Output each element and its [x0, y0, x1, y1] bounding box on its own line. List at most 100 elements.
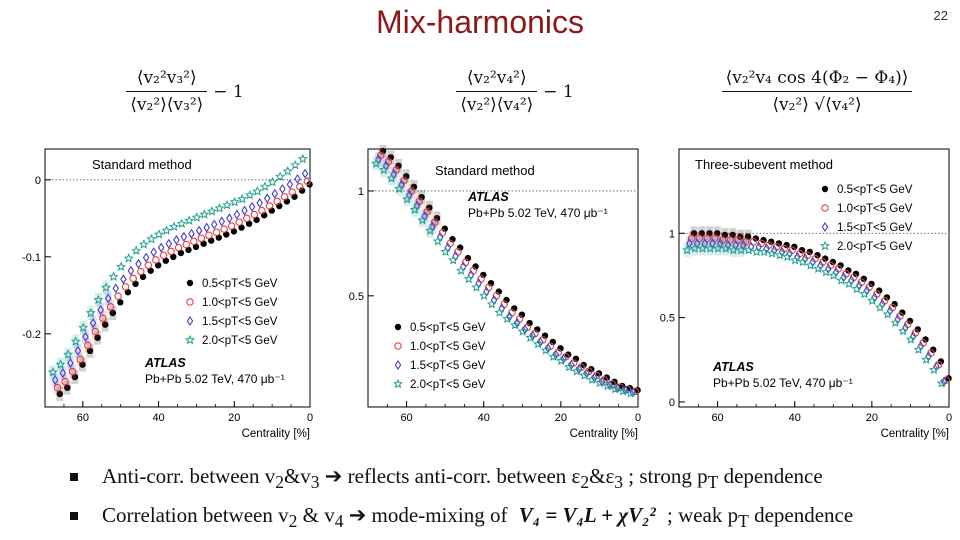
legend-marker: [821, 204, 829, 212]
error-box: [415, 194, 423, 209]
bullet-subscript: 2: [288, 511, 298, 532]
data-point: [608, 380, 616, 388]
data-point: [116, 261, 127, 272]
data-point: [61, 377, 69, 386]
data-point: [494, 307, 505, 317]
data-point: [852, 270, 860, 277]
error-box: [729, 243, 737, 258]
data-point: [689, 243, 700, 253]
data-point: [68, 367, 77, 376]
data-point: [132, 280, 139, 287]
data-point: [767, 248, 777, 258]
error-box: [423, 204, 431, 219]
legend-marker: [394, 359, 402, 371]
error-box: [703, 231, 711, 246]
data-point: [94, 334, 101, 341]
data-point: [705, 243, 716, 253]
error-box: [104, 291, 112, 306]
data-point: [737, 233, 744, 240]
error-box: [714, 241, 722, 256]
legend-marker: [821, 185, 829, 193]
formula-tail: − 1: [213, 81, 244, 102]
data-point: [271, 188, 279, 199]
error-box: [688, 231, 696, 246]
data-point: [223, 231, 230, 238]
data-point: [169, 221, 180, 232]
data-point: [486, 298, 497, 309]
data-point: [64, 384, 71, 391]
data-point: [867, 295, 878, 306]
data-point: [74, 345, 82, 356]
formula-fraction: ⟨v₂²v₄²⟩ ⟨v₂²⟩⟨v₄²⟩: [456, 68, 538, 115]
bullet-subscript: 3: [310, 472, 320, 493]
x-axis-label: Centrality [%]: [242, 428, 310, 440]
data-point: [425, 225, 436, 236]
error-box: [374, 152, 382, 167]
data-point: [214, 203, 225, 213]
data-point: [417, 215, 428, 225]
data-point: [135, 258, 142, 269]
data-point: [525, 332, 536, 343]
dataset-label: Pb+Pb 5.02 TeV, 470 μb⁻¹: [468, 206, 608, 220]
bullet-text: Correlation between v: [102, 503, 289, 528]
page-number: 22: [933, 8, 948, 23]
data-point: [79, 361, 86, 368]
data-point: [713, 243, 723, 253]
error-box: [426, 223, 434, 238]
data-point: [190, 237, 198, 246]
data-point: [89, 318, 97, 329]
legend-marker: [186, 315, 194, 327]
bullet-subscript: T: [707, 472, 719, 493]
data-point: [929, 364, 939, 375]
legend-marker: [394, 323, 402, 331]
data-point: [751, 246, 762, 257]
error-box: [706, 241, 714, 256]
error-box: [72, 334, 80, 349]
data-point: [144, 261, 153, 270]
data-point: [774, 249, 785, 260]
data-point: [208, 237, 215, 244]
x-tick-label: 60: [711, 412, 723, 424]
data-point: [101, 282, 111, 292]
data-point: [235, 218, 243, 226]
data-point: [571, 366, 582, 376]
error-box: [84, 338, 92, 353]
data-point: [109, 309, 117, 317]
data-point: [238, 224, 245, 231]
data-point: [371, 158, 382, 168]
y-tick-label: 0: [669, 397, 675, 409]
error-box: [732, 238, 740, 253]
data-point: [142, 252, 150, 263]
data-point: [602, 380, 613, 391]
data-point: [828, 270, 839, 280]
data-point: [306, 181, 313, 188]
data-point: [695, 234, 704, 243]
formula-numerator: ⟨v₂²v₃²⟩: [126, 68, 208, 92]
data-point: [882, 309, 893, 319]
x-tick-label: 20: [866, 412, 878, 424]
bullet-text: ; strong p: [623, 464, 708, 488]
data-point: [180, 231, 188, 242]
data-point: [564, 361, 574, 372]
bullet-subscript: 2: [275, 472, 284, 493]
error-box: [388, 171, 395, 186]
data-point: [890, 317, 901, 327]
data-point: [448, 254, 459, 265]
dataset-label: Pb+Pb 5.02 TeV, 470 μb⁻¹: [713, 376, 853, 390]
data-point: [258, 206, 266, 215]
bullet-text: ➔ mode-mixing of: [343, 503, 513, 528]
data-point: [185, 246, 192, 254]
data-point: [104, 293, 112, 304]
y-tick-label: 0.5: [660, 313, 675, 325]
error-box: [49, 365, 57, 380]
data-point: [805, 260, 816, 270]
data-point: [177, 249, 185, 257]
data-point: [914, 326, 921, 333]
data-point: [138, 239, 149, 249]
data-point: [167, 247, 175, 256]
data-point: [440, 246, 451, 257]
bullet-text: dependence: [748, 503, 854, 528]
error-box: [66, 356, 74, 371]
data-point: [720, 243, 731, 253]
series-3: [47, 153, 308, 380]
